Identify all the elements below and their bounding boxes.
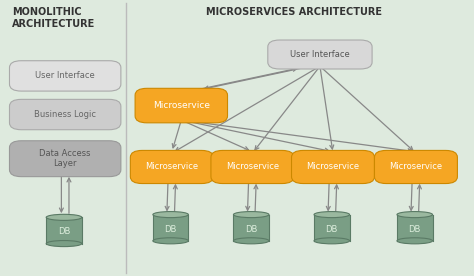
Ellipse shape <box>314 238 349 244</box>
Text: Microservice: Microservice <box>306 163 360 171</box>
Bar <box>46 217 82 243</box>
Ellipse shape <box>153 238 188 244</box>
FancyBboxPatch shape <box>211 150 294 184</box>
Text: DB: DB <box>58 227 70 236</box>
Ellipse shape <box>153 211 188 217</box>
FancyBboxPatch shape <box>135 88 228 123</box>
Text: Data Access
Layer: Data Access Layer <box>39 149 91 168</box>
Text: User Interface: User Interface <box>290 50 350 59</box>
FancyBboxPatch shape <box>9 99 121 130</box>
FancyBboxPatch shape <box>292 150 374 184</box>
Text: Business Logic: Business Logic <box>34 110 96 119</box>
Ellipse shape <box>397 211 432 217</box>
Text: Microservice: Microservice <box>153 101 210 110</box>
Bar <box>153 215 189 241</box>
Text: User Interface: User Interface <box>35 71 95 80</box>
Text: DB: DB <box>409 225 421 233</box>
Text: Microservice: Microservice <box>389 163 443 171</box>
FancyBboxPatch shape <box>9 141 121 177</box>
Text: DB: DB <box>326 225 338 233</box>
Ellipse shape <box>233 238 269 244</box>
FancyBboxPatch shape <box>130 150 213 184</box>
Bar <box>314 215 349 241</box>
Ellipse shape <box>46 214 82 220</box>
Text: MICROSERVICES ARCHITECTURE: MICROSERVICES ARCHITECTURE <box>206 7 382 17</box>
Text: Microservice: Microservice <box>145 163 199 171</box>
Ellipse shape <box>46 240 82 247</box>
FancyBboxPatch shape <box>374 150 457 184</box>
Text: DB: DB <box>245 225 257 233</box>
Ellipse shape <box>397 238 432 244</box>
Ellipse shape <box>233 211 269 217</box>
FancyBboxPatch shape <box>9 61 121 91</box>
Ellipse shape <box>314 211 349 217</box>
Text: DB: DB <box>164 225 177 233</box>
FancyBboxPatch shape <box>268 40 372 69</box>
Text: Microservice: Microservice <box>226 163 279 171</box>
Text: MONOLITHIC
ARCHITECTURE: MONOLITHIC ARCHITECTURE <box>12 7 95 29</box>
Bar <box>397 215 432 241</box>
Bar <box>233 215 269 241</box>
